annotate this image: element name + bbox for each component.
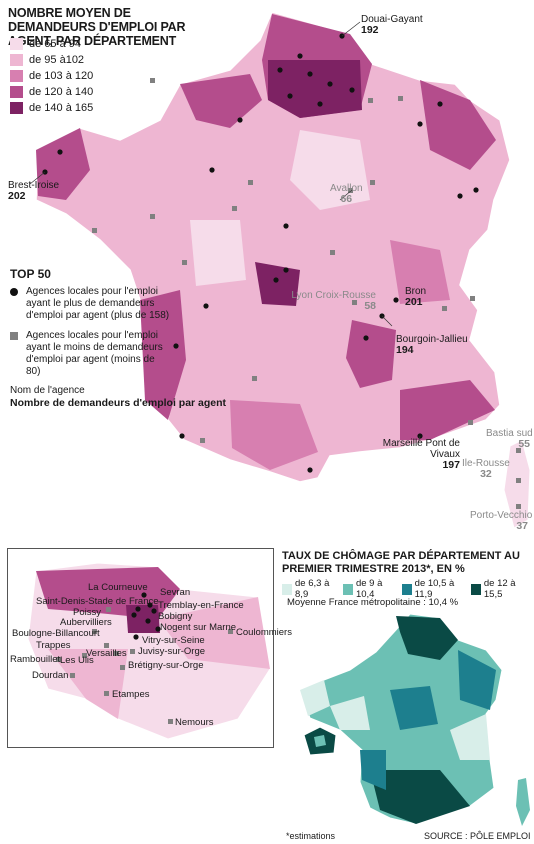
idf-inset: La Courneuve Sevran Saint-Denis-Stade de…: [7, 548, 274, 748]
source: SOURCE : PÔLE EMPLOI: [424, 831, 531, 841]
label-key-name: Nom de l'agence: [10, 385, 85, 396]
chomage-map: [290, 610, 534, 828]
chomage-title: TAUX DE CHÔMAGE PAR DÉPARTEMENT AU PREMI…: [282, 550, 532, 576]
gray-square-icon: [10, 332, 18, 340]
agency-label: Lyon Croix-Rousse58: [312, 290, 376, 312]
agency-label: Douai-Gayant192: [361, 14, 423, 36]
agency-label: Marseille Pont de Vivaux197: [380, 438, 460, 471]
idf-label: Sevran: [160, 587, 190, 598]
top50-least-item: Agences locales pour l'emploi ayant le m…: [10, 330, 170, 378]
agency-value: 201: [405, 296, 423, 308]
agency-value: 202: [8, 190, 26, 202]
agency-label: Bourgoin-Jallieu194: [396, 334, 468, 356]
top50-legend: Agences locales pour l'emploi ayant le p…: [10, 286, 170, 378]
idf-label: Coulommiers: [236, 627, 292, 638]
idf-label: La Courneuve: [88, 582, 148, 593]
region-light-2: [190, 220, 246, 286]
agency-value: 32: [480, 468, 492, 480]
top50-least-label: Agences locales pour l'emploi ayant le m…: [26, 330, 170, 378]
idf-label: Rambouillet: [10, 654, 60, 665]
idf-label: Tremblay-en-France: [158, 600, 244, 611]
legend-swatch: [343, 584, 353, 595]
idf-label: Juvisy-sur-Orge: [138, 646, 205, 657]
idf-label: Trappes: [36, 640, 71, 651]
chomage-corsica: [516, 778, 530, 826]
idf-label: Brétigny-sur-Orge: [128, 660, 204, 671]
legend-swatch: [471, 584, 481, 595]
agency-label: Bastia sud55: [486, 428, 530, 450]
leader-line: [342, 22, 360, 36]
legend-swatch: [402, 584, 412, 595]
chomage-legend-item: de 12 à 15,5: [471, 578, 528, 600]
agency-label: Porto-Vecchio37: [470, 510, 528, 532]
idf-label: Aubervilliers: [60, 617, 112, 628]
idf-label: Bobigny: [158, 611, 192, 622]
idf-label: Etampes: [112, 689, 150, 700]
agency-label: Avallon66: [330, 183, 363, 205]
top50-heading: TOP 50: [10, 267, 51, 281]
top50-most-label: Agences locales pour l'emploi ayant le p…: [26, 286, 170, 322]
agency-value: 194: [396, 344, 414, 356]
idf-label: Les Ulis: [60, 655, 94, 666]
agency-value: 66: [340, 193, 352, 205]
agency-value: 58: [364, 300, 376, 312]
agency-label: Ile-Rousse32: [462, 458, 510, 480]
idf-label: Dourdan: [32, 670, 68, 681]
idf-label: Vitry-sur-Seine: [142, 635, 205, 646]
agency-label: Brest-Iroise202: [8, 180, 59, 202]
label-key: Nom de l'agence Nombre de demandeurs d'e…: [10, 385, 226, 409]
black-dot-icon: [10, 288, 18, 296]
top50-most-item: Agences locales pour l'emploi ayant le p…: [10, 286, 170, 322]
idf-label: Boulogne-Billancourt: [12, 628, 100, 639]
legend-label: de 12 à 15,5: [484, 578, 528, 600]
idf-label: Nogent sur Marne: [160, 622, 236, 633]
agency-value: 55: [518, 438, 530, 450]
agency-value: 37: [516, 520, 528, 532]
chomage-idf-inset: [300, 725, 340, 757]
idf-label: Saint-Denis-Stade de France: [36, 596, 159, 607]
footnote: *estimations: [286, 831, 335, 841]
agency-label: Bron201: [405, 286, 426, 308]
agency-value: 197: [442, 459, 460, 471]
idf-label: Nemours: [175, 717, 214, 728]
agency-value: 192: [361, 24, 379, 36]
legend-swatch: [282, 584, 292, 595]
label-key-value: Nombre de demandeurs d'emploi par agent: [10, 397, 226, 409]
chomage-average: Moyenne France métropolitaine : 10,4 %: [287, 597, 458, 608]
agency-name: Lyon Croix-Rousse: [272, 290, 376, 301]
agency-name: Marseille Pont de Vivaux: [380, 438, 460, 460]
